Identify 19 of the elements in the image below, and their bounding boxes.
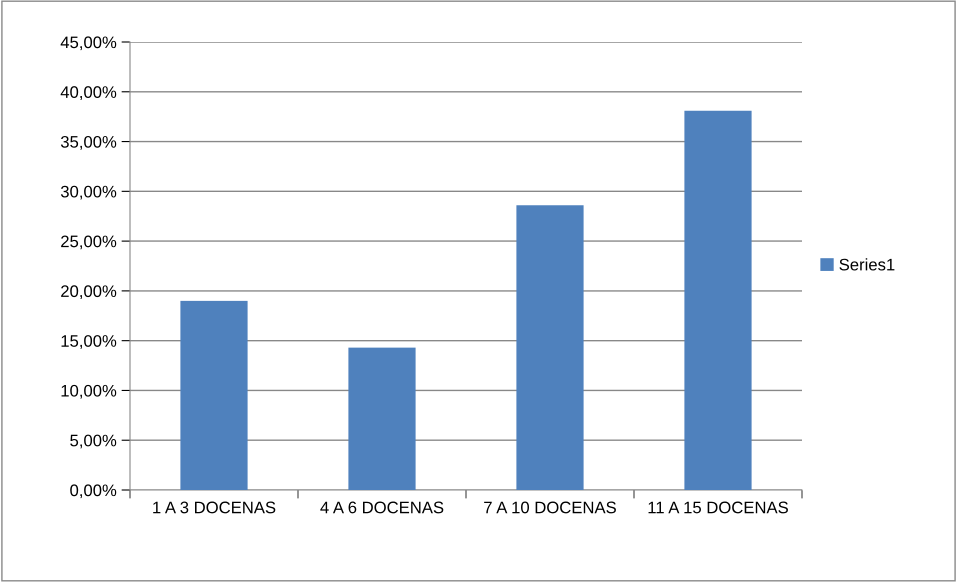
legend-label: Series1 [839,258,894,271]
bar [516,205,584,490]
y-tick-label: 20,00% [61,285,116,300]
y-tick-label: 5,00% [70,434,116,448]
y-tick-label: 25,00% [61,236,116,250]
y-tick-label: 15,00% [62,335,116,349]
x-tick-label: 7 A 10 DOCENAS [484,502,616,514]
y-tick-label: 10,00% [62,384,116,399]
bar [180,300,248,490]
y-tick-label: 45,00% [60,36,116,50]
x-tick-label: 4 A 6 DOCENAS [320,502,444,514]
y-tick-label: 40,00% [60,86,116,100]
y-tick-label: 35,00% [60,136,116,150]
y-tick-label: 0,00% [70,484,116,498]
x-tick-label: 1 A 3 DOCENAS [153,502,276,514]
x-tick-label: 11 A 15 DOCENAS [648,502,788,514]
bar [348,348,416,490]
y-tick-label: 30,00% [60,186,116,200]
bar [684,110,752,490]
